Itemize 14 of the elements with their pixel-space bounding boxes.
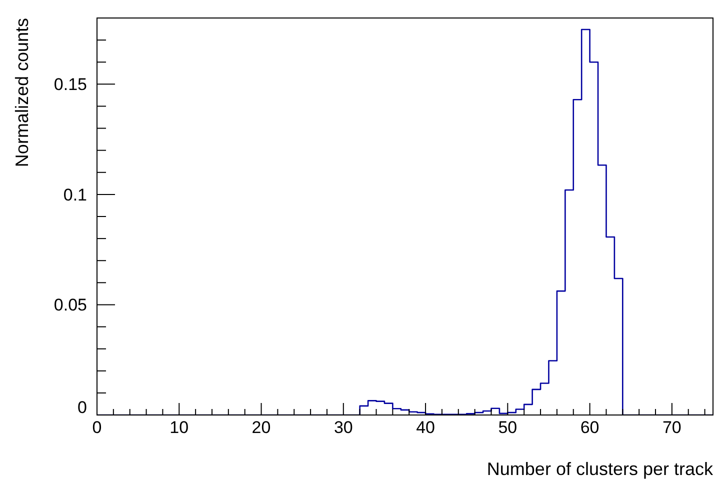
y-axis-title: Normalized counts — [12, 18, 32, 168]
y-tick-label: 0.05 — [54, 296, 87, 315]
x-tick-label: 70 — [662, 418, 682, 437]
x-tick-label: 10 — [170, 418, 189, 437]
x-tick-label: 20 — [252, 418, 271, 437]
x-tick-label: 40 — [416, 418, 435, 437]
x-tick-label: 60 — [580, 418, 600, 437]
x-tick-label: 0 — [92, 418, 102, 437]
y-tick-label: 0.1 — [63, 185, 87, 204]
x-tick-label: 50 — [498, 418, 518, 437]
x-axis-title: Number of clusters per track — [486, 459, 714, 479]
y-tick-label: 0.15 — [54, 75, 87, 94]
y-tick-label: 0 — [78, 398, 87, 417]
x-tick-label: 30 — [334, 418, 353, 437]
